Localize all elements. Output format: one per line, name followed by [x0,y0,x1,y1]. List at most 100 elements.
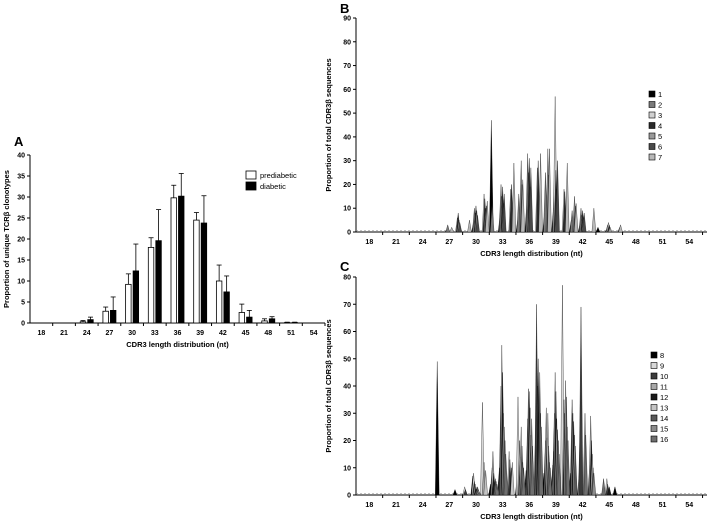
x-tick-label: 48 [632,502,640,509]
y-tick-label: 60 [343,87,351,94]
legend-swatch [648,132,656,140]
legend-label: 13 [660,404,668,413]
peak [583,435,588,496]
x-tick-label: 36 [174,330,182,337]
y-axis-label: Proportion of unique TCRβ clonotypes [2,170,11,308]
y-tick-label: 0 [347,493,351,500]
legend-label: 1 [658,90,662,99]
legend-swatch [650,372,658,380]
legend-swatch [650,404,658,411]
y-tick-label: 10 [343,206,351,213]
bar-prediabetic [147,246,155,324]
peak [591,473,596,496]
peak [612,486,618,496]
x-tick-label: 27 [445,239,453,246]
x-tick-label: 45 [242,330,250,337]
x-tick-label: 36 [525,239,533,246]
bar-diabetic [87,319,94,324]
y-tick-label: 20 [343,182,351,189]
peak [591,208,596,233]
x-tick-label: 39 [196,330,204,337]
peak [467,220,472,233]
peak [565,163,570,233]
bar-diabetic [155,240,162,324]
bar-diabetic [132,270,140,324]
bar-prediabetic [215,280,223,324]
x-tick-label: 30 [472,502,480,509]
x-tick-label: 18 [37,330,45,337]
bar-prediabetic [125,283,132,324]
legend-label: 5 [658,132,662,141]
x-tick-label: 48 [632,239,640,246]
legend-label: prediabetic [260,171,297,180]
series-16 [476,426,606,496]
legend-swatch [650,383,658,390]
panel-label: B [340,1,349,16]
peak [578,306,584,496]
legend-label: 10 [660,372,668,381]
y-tick-label: 0 [347,230,351,237]
legend-label: 9 [660,362,664,371]
legend-swatch [245,181,257,191]
x-tick-label: 30 [472,239,480,246]
x-tick-label: 24 [419,502,427,509]
x-tick-label: 33 [499,239,507,246]
legend-label: 16 [660,435,668,444]
bar-prediabetic [193,219,200,324]
x-tick-label: 51 [287,330,295,337]
x-tick-label: 21 [392,239,400,246]
legend-label: 2 [658,101,662,110]
peak [573,445,578,496]
x-tick-label: 42 [579,239,587,246]
y-tick-label: 10 [17,279,25,286]
legend-label: 4 [658,122,662,131]
x-tick-label: 24 [419,239,427,246]
peak [494,484,500,496]
bar-diabetic [268,318,276,324]
legend-swatch [648,111,656,119]
peak [503,454,508,496]
y-tick-label: 40 [17,153,25,160]
bar-prediabetic [79,321,87,324]
y-tick-label: 5 [21,300,25,307]
bar-diabetic [200,222,208,324]
y-tick-label: 70 [343,63,351,70]
peak [607,226,613,233]
legend-swatch [650,351,658,359]
peak [510,462,515,496]
y-tick-label: 20 [17,237,25,244]
peak [520,179,525,233]
legend-label: 7 [658,153,662,162]
bar-prediabetic [102,310,109,324]
bar-diabetic [223,291,230,324]
x-tick-label: 27 [106,330,114,337]
x-tick-label: 54 [310,330,318,337]
bar-diabetic [178,195,185,324]
x-tick-label: 33 [151,330,159,337]
peak [539,426,544,496]
y-tick-label: 50 [343,356,351,363]
y-tick-label: 25 [17,216,25,223]
peak [530,445,535,496]
y-tick-label: 80 [343,39,351,46]
y-tick-label: 40 [343,384,351,391]
peak [475,215,480,233]
x-tick-label: 18 [365,239,373,246]
x-tick-label: 21 [392,502,400,509]
peak [618,224,623,233]
y-tick-label: 30 [343,158,351,165]
y-tick-label: 15 [17,258,25,265]
peak [483,470,488,496]
x-axis-label: CDR3 length distribution (nt) [480,249,583,258]
peak [607,486,612,496]
bar-prediabetic [238,312,245,324]
panel-label: A [14,134,24,149]
y-tick-label: 70 [343,302,351,309]
series-7 [449,148,623,233]
y-tick-label: 20 [343,438,351,445]
x-axis-label: CDR3 length distribution (nt) [126,340,229,349]
peak [565,440,571,496]
x-tick-label: 42 [579,502,587,509]
peak [557,454,562,496]
